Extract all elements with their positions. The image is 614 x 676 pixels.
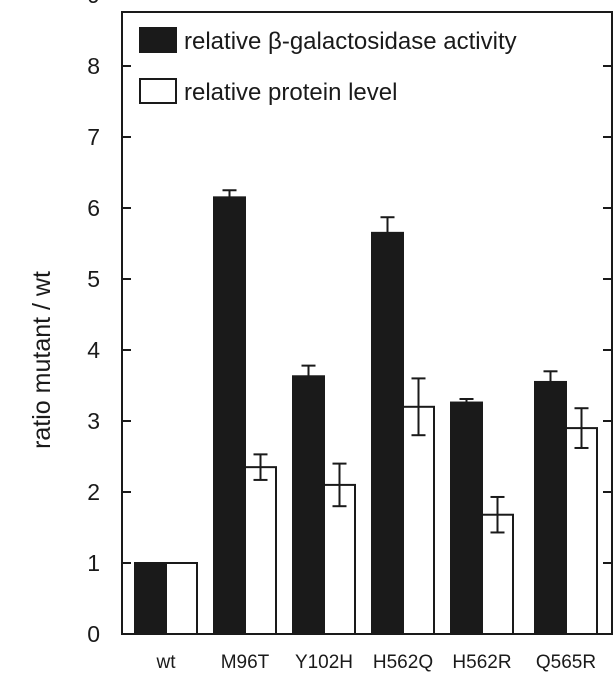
y-tick-label: 3 — [87, 408, 100, 434]
error-bar-activity-m96t — [222, 189, 237, 198]
y-axis-title: ratio mutant / wt — [28, 271, 56, 449]
bar-protein-q565r — [565, 427, 598, 635]
x-category-label: Y102H — [295, 652, 353, 673]
error-bar-activity-h562r — [459, 397, 474, 403]
bar-activity-m96t — [213, 196, 246, 635]
error-bar-protein-h562r — [490, 495, 505, 534]
y-tick-label: 0 — [87, 621, 100, 647]
y-tick-label: 7 — [87, 124, 100, 150]
legend-swatch-activity — [139, 27, 177, 53]
y-tick-label: 1 — [87, 550, 100, 576]
y-tick-label: 8 — [87, 53, 100, 79]
error-bar-activity-q565r — [543, 370, 558, 382]
x-category-label: H562R — [452, 652, 511, 673]
error-bar-activity-h562q — [380, 216, 395, 233]
bar-protein-h562q — [402, 405, 435, 635]
y-axis: 0 1 2 3 4 5 6 7 8 9 — [87, 0, 612, 647]
y-tick-label: 6 — [87, 195, 100, 221]
bar-activity-q565r — [534, 380, 567, 636]
y-tick-label: 4 — [87, 337, 100, 363]
bar-activity-y102h — [292, 375, 325, 635]
bars — [134, 196, 598, 636]
bar-protein-y102h — [323, 483, 356, 635]
plot-frame — [121, 11, 613, 635]
legend-swatch-protein — [139, 78, 177, 104]
bar-activity-h562q — [371, 231, 404, 635]
error-bar-protein-h562q — [411, 377, 426, 437]
x-category-label: H562Q — [373, 652, 433, 673]
y-tick-label: 2 — [87, 479, 100, 505]
legend-label-protein: relative protein level — [184, 79, 397, 106]
error-bar-protein-y102h — [332, 462, 347, 508]
x-category-label: Q565R — [536, 652, 596, 673]
bar-protein-wt — [165, 562, 198, 635]
x-axis: wt M96T Y102H H562Q H562R Q565R — [156, 652, 597, 673]
x-category-label: M96T — [221, 652, 270, 673]
x-category-label: wt — [156, 652, 177, 673]
bar-protein-h562r — [481, 513, 514, 635]
legend: relative β-galactosidase activity relativ… — [139, 27, 517, 106]
error-bar-protein-m96t — [253, 453, 268, 481]
error-bars — [222, 189, 589, 534]
y-tick-label: 9 — [87, 0, 100, 8]
bar-activity-wt — [134, 562, 167, 635]
bar-activity-h562r — [450, 401, 483, 636]
error-bar-protein-q565r — [574, 407, 589, 449]
error-bar-activity-y102h — [301, 364, 316, 377]
bar-protein-m96t — [244, 466, 277, 635]
y-tick-label: 5 — [87, 266, 100, 292]
legend-label-activity: relative β-galactosidase activity — [184, 28, 517, 55]
